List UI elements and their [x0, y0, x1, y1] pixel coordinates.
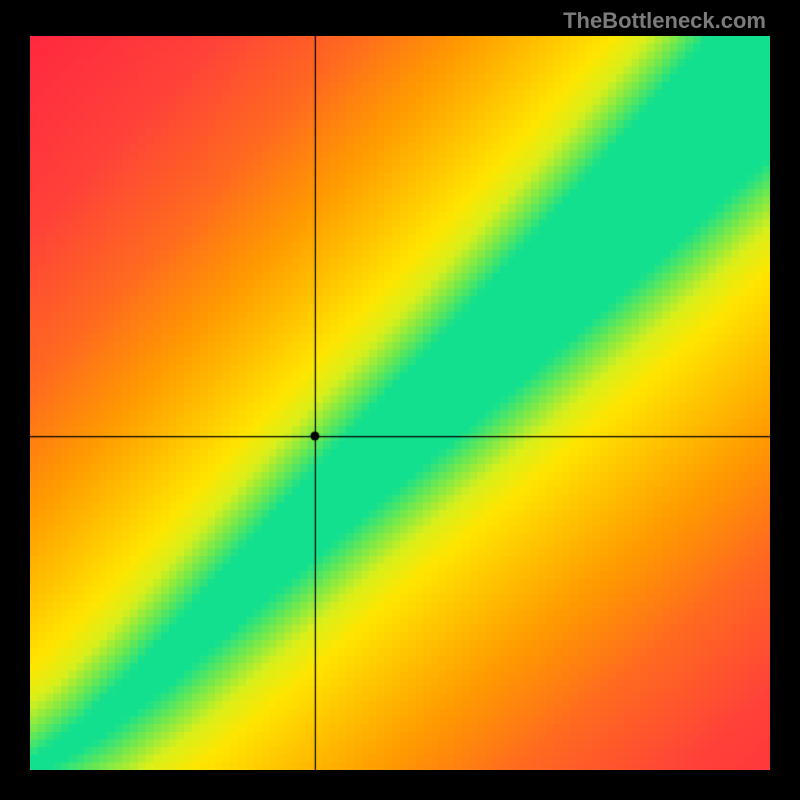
bottleneck-heatmap [30, 36, 770, 770]
chart-container: TheBottleneck.com [0, 0, 800, 800]
watermark-text: TheBottleneck.com [563, 8, 766, 34]
